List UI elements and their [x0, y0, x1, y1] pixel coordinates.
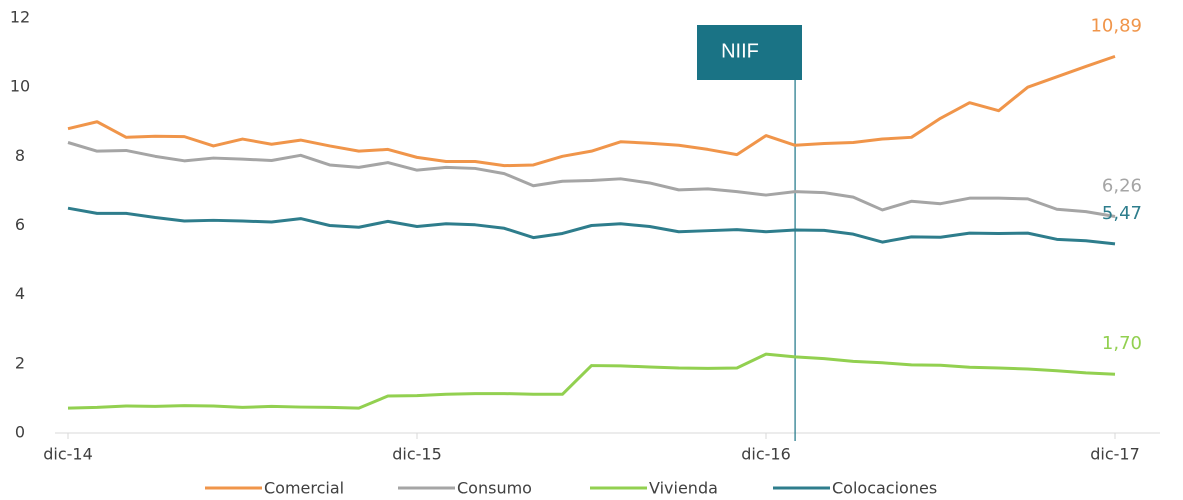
- series-line: [67, 54, 1116, 168]
- series-line: [67, 352, 1116, 410]
- y-tick-label: 10: [10, 77, 30, 96]
- value-label: 1,70: [1102, 333, 1142, 354]
- y-tick-label: 2: [15, 353, 25, 372]
- x-tick-label: dic-15: [392, 445, 442, 464]
- series-line: [67, 141, 1116, 218]
- annotation-label: NIIF: [721, 40, 759, 62]
- y-tick-label: 0: [15, 423, 25, 442]
- series-line: [67, 206, 1116, 246]
- legend-label: Consumo: [457, 479, 532, 498]
- value-label: 6,26: [1102, 176, 1142, 197]
- legend-label: Vivienda: [649, 479, 718, 498]
- x-tick-label: dic-16: [741, 445, 791, 464]
- legend-label: Comercial: [264, 479, 344, 498]
- annotation-box: [697, 25, 802, 80]
- x-tick-label: dic-17: [1090, 445, 1140, 464]
- value-label: 5,47: [1102, 203, 1142, 224]
- y-tick-label: 12: [10, 8, 30, 27]
- x-tick-label: dic-14: [43, 445, 93, 464]
- y-tick-label: 8: [15, 146, 25, 165]
- y-tick-label: 4: [15, 284, 25, 303]
- value-label: 10,89: [1090, 15, 1142, 36]
- y-tick-label: 6: [15, 215, 25, 234]
- legend-label: Colocaciones: [832, 479, 937, 498]
